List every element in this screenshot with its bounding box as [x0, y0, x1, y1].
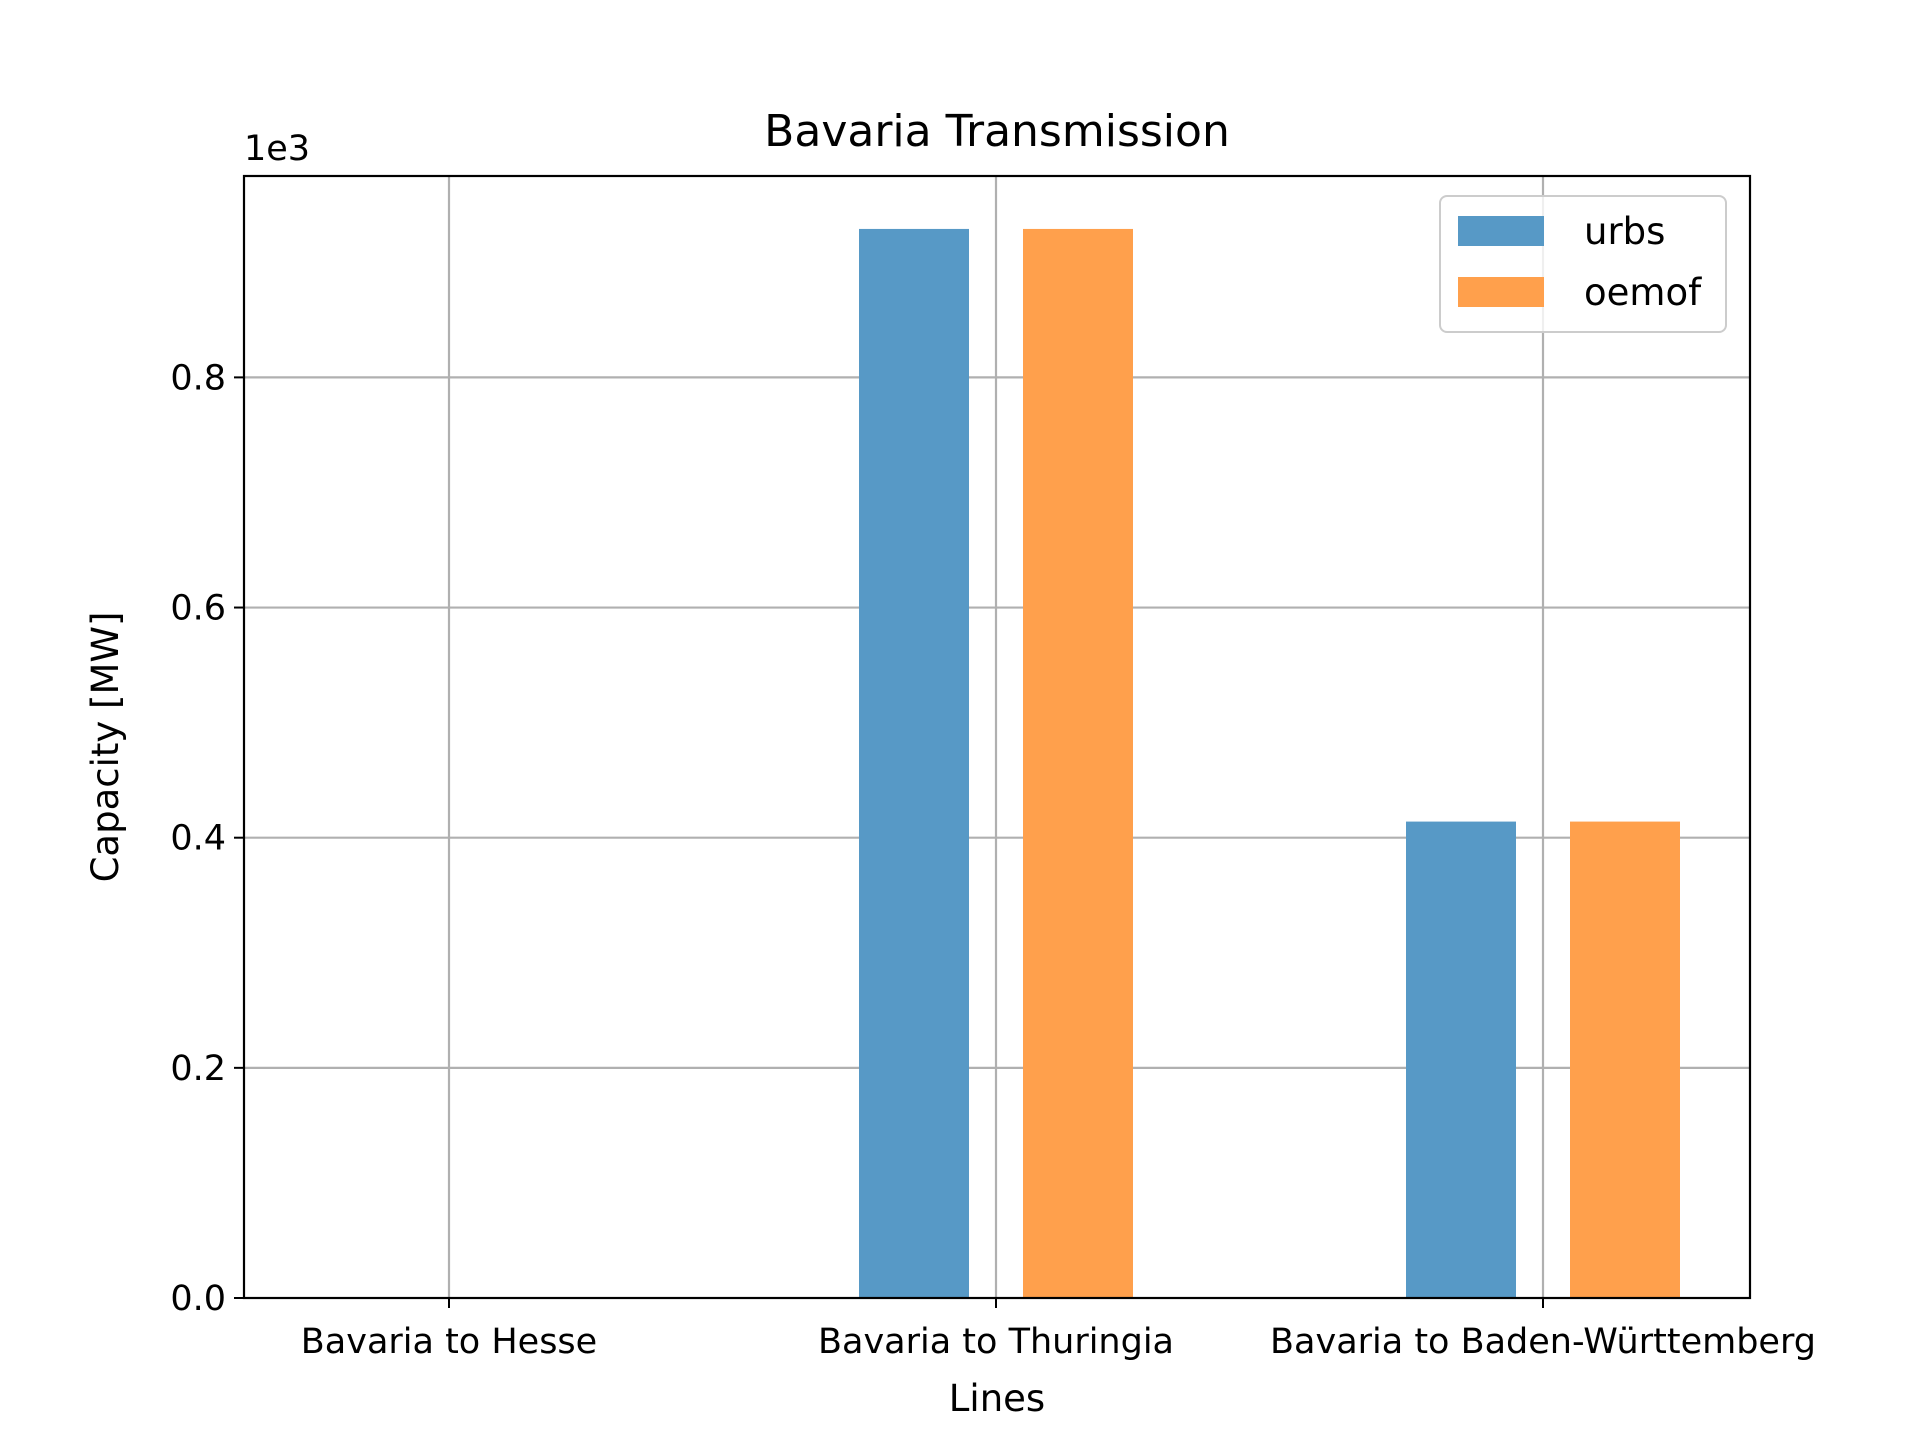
legend-swatch-urbs [1458, 216, 1544, 246]
bar-urbs [1406, 821, 1516, 1298]
y-tick-label: 0.2 [170, 1049, 226, 1089]
x-tick-label: Bavaria to Thuringia [818, 1322, 1174, 1362]
grid-lines [244, 176, 1750, 1298]
bar-oemof [1570, 821, 1680, 1298]
x-tick-label: Bavaria to Baden-Württemberg [1270, 1322, 1816, 1362]
chart-title: Bavaria Transmission [764, 106, 1230, 157]
y-tick-label: 0.8 [170, 358, 226, 398]
x-tick-label: Bavaria to Hesse [301, 1322, 597, 1362]
y-axis-label: Capacity [MW] [84, 612, 127, 883]
legend-label-urbs: urbs [1584, 210, 1665, 253]
axis-ticks: 0.0 0.2 0.4 0.6 0.8 Bavaria to Hesse Bavaria t… [170, 358, 1816, 1362]
y-tick-label: 0.0 [170, 1279, 226, 1319]
y-tick-label: 0.4 [170, 819, 226, 859]
legend: urbs oemof [1439, 195, 1727, 333]
x-axis-label: Lines [949, 1377, 1045, 1420]
legend-swatch-oemof [1458, 277, 1544, 307]
legend-label-oemof: oemof [1584, 271, 1702, 314]
y-tick-label: 0.6 [170, 589, 226, 629]
bar-urbs [859, 228, 969, 1298]
y-axis-offset-label: 1e3 [244, 129, 310, 169]
bars [859, 228, 1680, 1298]
bar-oemof [1023, 228, 1133, 1298]
